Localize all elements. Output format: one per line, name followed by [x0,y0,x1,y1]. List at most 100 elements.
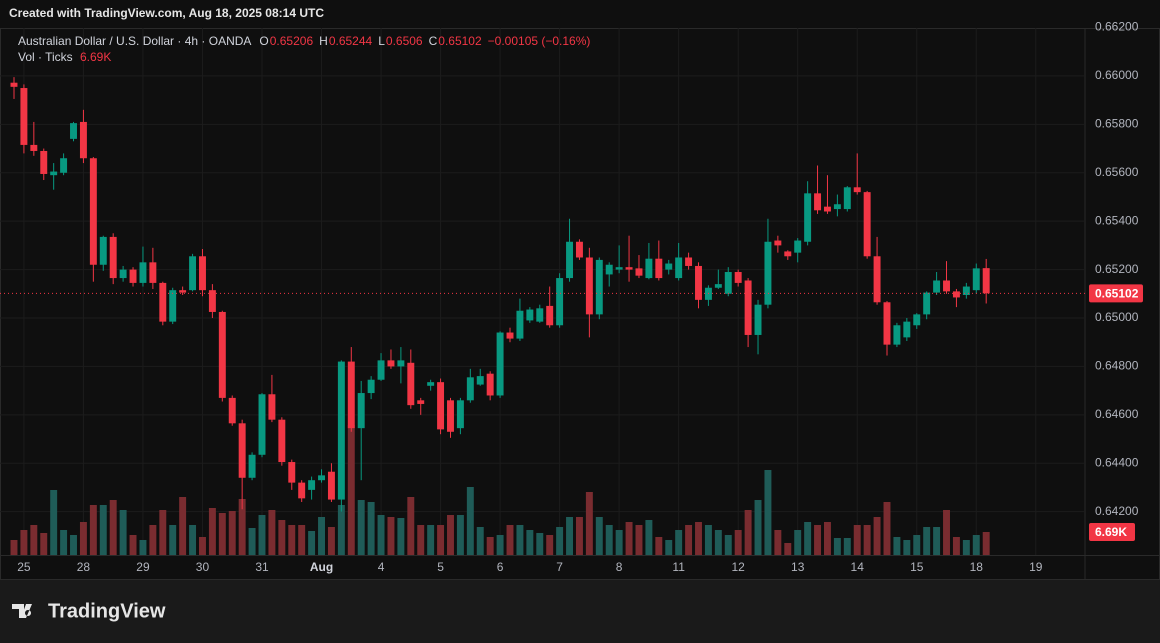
volume-bar [724,535,732,555]
x-tick-label: 12 [732,560,746,574]
y-tick-label: 0.66200 [1095,20,1139,34]
volume-bar [278,520,286,555]
candle-body [754,304,762,335]
volume-bar [794,530,802,555]
candle-body [238,423,246,478]
volume-bar [774,530,782,555]
candle-body [377,360,385,380]
volume-bar [873,517,881,555]
axes: 0.64200 0.64400 0.64600 0.64800 0.65000 0.652… [17,20,1138,574]
volume-title: Vol · Ticks [18,50,73,64]
volume-bar [476,527,484,555]
volume-bar [655,537,663,555]
volume-bar [199,537,206,555]
volume-bar [526,530,534,555]
candle-body [327,471,335,500]
volume-bar [913,535,921,555]
volume-bar [833,538,841,555]
volume-bar [804,522,812,555]
candle-body [387,360,395,367]
candle-body [804,193,812,242]
volume-legend-value: 6.69K [80,50,111,64]
volume-bar [10,540,18,555]
candle-body [506,332,514,339]
candle-body [595,259,603,315]
candle-body [962,286,970,296]
volume-bar [377,515,385,555]
volume-bar [30,525,38,555]
y-tick-label: 0.66000 [1095,68,1139,82]
candle-body [546,305,554,326]
candle-body [228,397,236,424]
candle-body [695,265,702,300]
candle-body [943,280,950,292]
volume-bar [972,535,980,555]
candle-body [397,360,405,367]
candle-body [625,267,633,270]
candle-body [536,308,544,322]
volume-bar [675,530,683,555]
candle-body [288,462,296,483]
price-label-box [1089,284,1143,303]
volume-bar [645,520,653,555]
volume-bar [387,517,395,555]
legend-label: H [319,34,328,48]
candle-body [318,475,325,481]
candle-body [466,377,474,401]
candle-body [10,82,18,87]
y-tick-label: 0.65400 [1095,213,1139,227]
legend-value: 0.65206 [270,34,314,48]
candle-body [248,454,256,478]
candle-body [99,236,107,265]
candle-body [883,302,891,345]
candle-body [843,187,851,210]
volume-bar [228,511,236,555]
volume-bar [764,470,772,555]
x-tick-label: 6 [497,560,504,574]
candle-body [585,257,593,315]
candle-body [714,284,722,288]
candle-body [218,311,226,398]
candle-body [655,258,663,279]
volume-bar [407,497,415,555]
y-tick-label: 0.65200 [1095,262,1139,276]
candle-body [129,269,137,283]
volume-bar [933,527,941,555]
candle-body [337,361,345,500]
candle-body [208,290,216,312]
volume-bar [268,510,276,555]
candle-body [189,256,197,291]
x-tick-label: 13 [791,560,805,574]
legend-change: −0.00105 (−0.16%) [488,34,591,48]
volume-bar [318,517,325,555]
price-label: 0.65102 [1095,286,1139,300]
volume-bar [714,530,722,555]
x-tick-label: 30 [196,560,210,574]
x-tick-label: 11 [672,560,685,574]
logo-text: TradingView [48,600,166,622]
volume-bar [179,497,187,555]
volume-bar [50,490,58,555]
candle-body [407,362,415,406]
volume-bar [327,527,335,555]
volume-bar [665,540,673,555]
volume-bar [566,517,574,555]
y-tick-label: 0.65000 [1095,310,1139,324]
candle-body [903,321,911,338]
footer [0,580,1160,643]
candle-body [447,400,454,432]
volume-bar [883,502,891,555]
candle-body [109,236,117,279]
legend-value: 0.6506 [386,34,423,48]
volume-bar [635,525,643,555]
candle-body [179,290,187,293]
volume-bar [823,522,831,555]
legend-label: C [429,34,438,48]
volume-bar [149,525,157,555]
candle-body [923,292,931,315]
volume-bar [575,517,583,555]
volume-bar [258,515,266,555]
plot: 0.64200 0.64400 0.64600 0.64800 0.65000 0.652… [0,20,1143,574]
candles [10,77,990,512]
